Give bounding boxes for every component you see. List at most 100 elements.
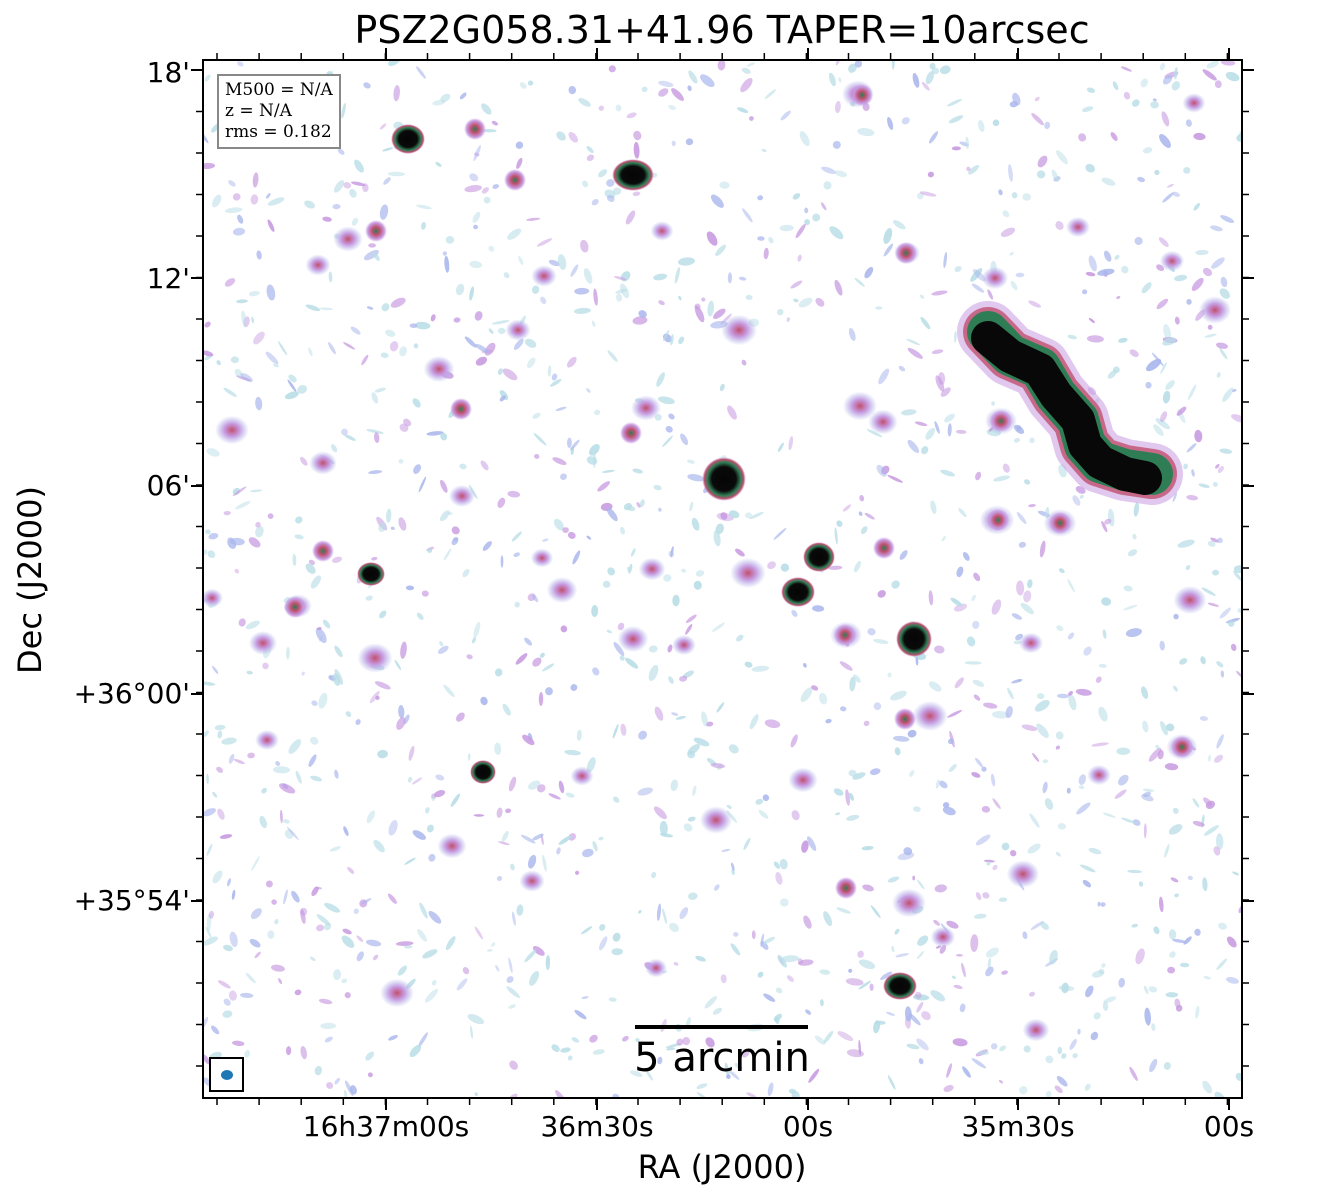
noise-speck — [1061, 982, 1069, 994]
noise-speck — [267, 930, 275, 939]
faint-source — [631, 395, 661, 421]
noise-speck — [506, 976, 514, 984]
noise-speck — [648, 645, 658, 653]
noise-speck — [1027, 843, 1041, 854]
noise-speck — [1173, 613, 1179, 620]
info-box: M500 = N/A z = N/A rms = 0.182 — [217, 74, 341, 149]
noise-speck — [1213, 846, 1221, 856]
noise-speck — [412, 398, 421, 408]
noise-speck — [670, 779, 679, 792]
noise-speck — [1148, 747, 1162, 762]
noise-speck — [1021, 724, 1038, 731]
noise-speck — [300, 456, 308, 466]
noise-speck — [1215, 342, 1229, 349]
noise-speck — [470, 1025, 473, 1039]
noise-speck — [1165, 723, 1175, 732]
noise-speck — [356, 951, 364, 962]
noise-speck — [734, 1063, 743, 1070]
noise-speck — [421, 222, 426, 230]
noise-speck — [1090, 1031, 1099, 1041]
noise-speck — [1167, 966, 1175, 974]
noise-speck — [948, 763, 957, 773]
noise-speck — [212, 870, 223, 884]
noise-speck — [925, 427, 935, 440]
noise-speck — [1161, 111, 1170, 127]
noise-speck — [288, 374, 297, 383]
noise-speck — [821, 166, 836, 174]
point-source — [504, 169, 526, 191]
noise-speck — [834, 812, 841, 816]
noise-speck — [506, 986, 521, 998]
noise-speck — [1187, 384, 1197, 401]
noise-speck — [903, 847, 913, 856]
noise-speck — [919, 191, 937, 197]
noise-speck — [349, 188, 357, 198]
noise-speck — [1114, 789, 1127, 799]
rms-text: rms = 0.182 — [225, 122, 332, 142]
noise-speck — [955, 953, 963, 957]
noise-speck — [695, 570, 705, 577]
noise-speck — [602, 580, 611, 588]
noise-speck — [999, 1079, 1003, 1084]
noise-speck — [217, 980, 231, 989]
noise-speck — [597, 481, 611, 492]
noise-speck — [692, 785, 697, 797]
noise-speck — [255, 396, 263, 411]
noise-speck — [524, 949, 537, 963]
noise-speck — [741, 67, 751, 74]
noise-speck — [858, 980, 871, 990]
noise-speck — [288, 739, 302, 754]
noise-speck — [606, 629, 613, 634]
noise-speck — [797, 958, 804, 965]
noise-speck — [1129, 349, 1139, 357]
noise-speck — [939, 65, 951, 75]
point-source — [851, 84, 873, 106]
noise-speck — [1192, 798, 1200, 808]
noise-speck — [726, 804, 732, 809]
noise-speck — [943, 252, 948, 269]
noise-speck — [1057, 693, 1069, 699]
noise-speck — [450, 793, 461, 807]
noise-speck — [728, 744, 739, 754]
point-source — [990, 410, 1012, 432]
noise-speck — [1172, 492, 1177, 502]
noise-speck — [749, 116, 754, 121]
noise-speck — [294, 989, 302, 996]
noise-speck — [1155, 744, 1160, 750]
noise-speck — [721, 848, 731, 852]
noise-speck — [705, 1037, 715, 1048]
noise-speck — [488, 328, 494, 334]
noise-speck — [361, 354, 369, 366]
noise-speck — [607, 194, 615, 203]
noise-speck — [927, 171, 934, 178]
noise-speck — [382, 147, 394, 152]
noise-speck — [691, 517, 700, 531]
noise-speck — [1121, 265, 1129, 274]
noise-speck — [374, 681, 391, 690]
noise-speck — [857, 128, 875, 137]
noise-speck — [751, 665, 770, 672]
noise-speck — [1226, 936, 1237, 948]
noise-speck — [1233, 570, 1242, 581]
noise-speck — [383, 177, 391, 185]
noise-speck — [444, 255, 450, 273]
x-axis-label: RA (J2000) — [637, 1148, 807, 1186]
noise-speck — [416, 612, 424, 620]
xtick-label-36m30s: 36m30s — [540, 1110, 654, 1143]
noise-speck — [1002, 463, 1010, 473]
noise-speck — [613, 796, 620, 803]
noise-speck — [985, 966, 994, 977]
noise-speck — [212, 194, 222, 208]
noise-speck — [658, 80, 674, 87]
noise-speck — [256, 250, 262, 260]
noise-speck — [921, 1011, 931, 1021]
noise-speck — [863, 720, 870, 727]
noise-speck — [1193, 132, 1206, 141]
noise-speck — [1016, 580, 1025, 596]
noise-speck — [779, 859, 788, 870]
noise-speck — [1125, 628, 1142, 638]
noise-speck — [350, 181, 366, 187]
faint-source — [380, 978, 414, 1008]
noise-speck — [944, 413, 955, 423]
noise-speck — [520, 834, 536, 844]
